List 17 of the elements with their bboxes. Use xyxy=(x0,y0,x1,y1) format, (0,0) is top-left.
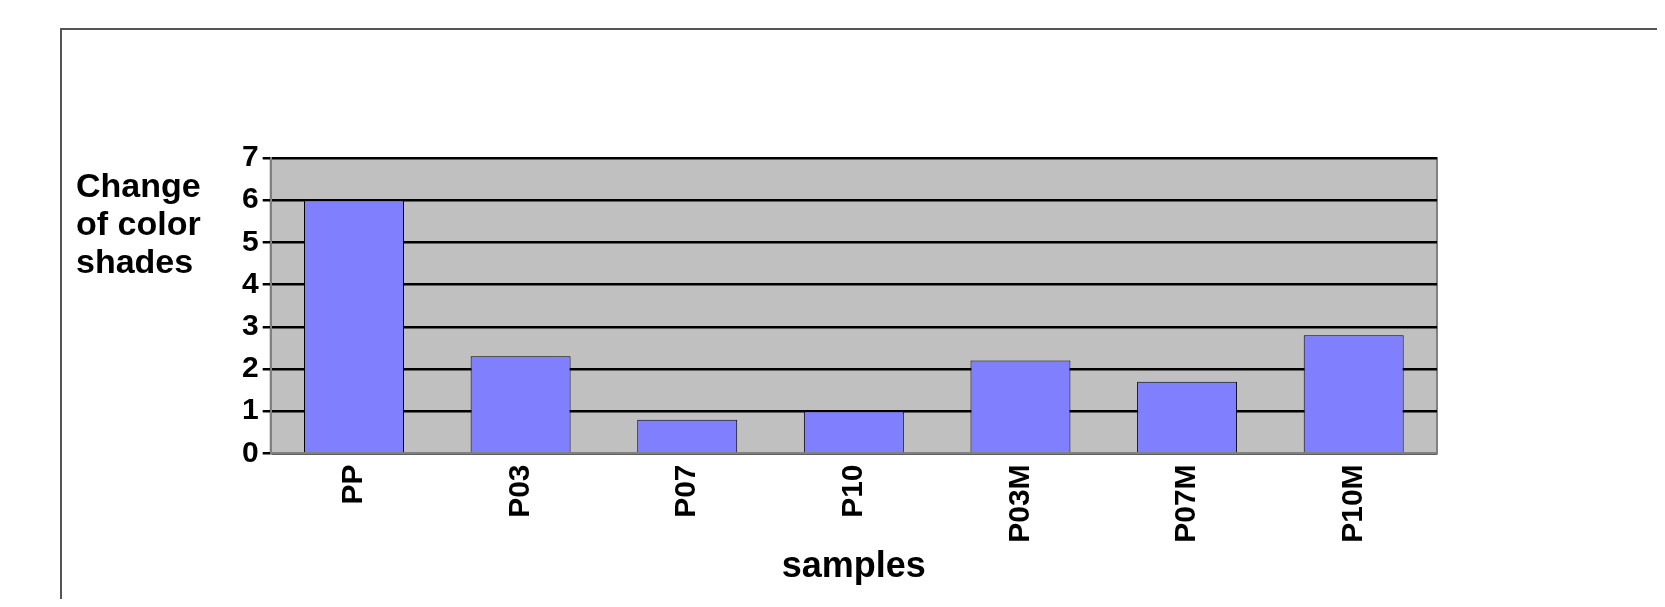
x-tick-label: P10M xyxy=(1334,464,1368,543)
y-tick-label: 4 xyxy=(242,265,259,299)
y-tick-label: 1 xyxy=(242,392,259,426)
x-tick-label: P07M xyxy=(1168,464,1202,543)
y-tick-label: 7 xyxy=(242,139,259,173)
y-tick-label: 5 xyxy=(242,223,259,257)
x-tick-label: P03 xyxy=(501,464,535,518)
x-tick-label: P03M xyxy=(1001,464,1035,543)
x-tick-label: P10 xyxy=(835,464,869,518)
y-tick-label: 0 xyxy=(242,434,259,468)
x-axis-title: samples xyxy=(781,544,926,586)
x-tick-label: PP xyxy=(335,464,369,505)
y-axis-title: Change of color shades xyxy=(76,166,201,281)
y-tick-label: 2 xyxy=(242,350,259,384)
y-tick-label: 3 xyxy=(242,308,259,342)
x-tick-label: P07 xyxy=(668,464,702,518)
y-tick-label: 6 xyxy=(242,181,259,215)
